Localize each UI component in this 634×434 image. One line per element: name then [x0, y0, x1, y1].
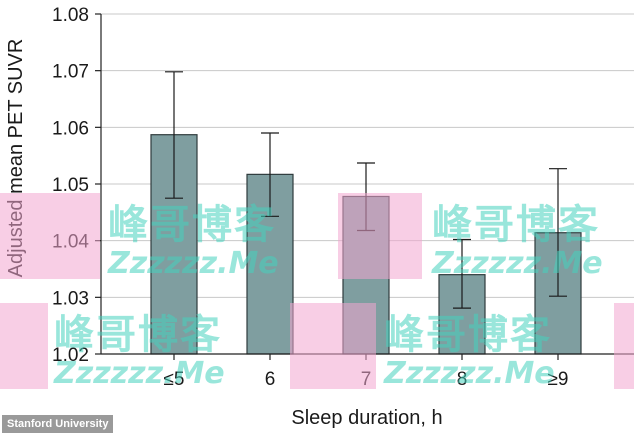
y-tick-label: 1.03 — [52, 288, 89, 309]
y-tick-label: 1.06 — [52, 118, 89, 139]
watermark-text: 峰哥博客 — [108, 202, 276, 248]
y-tick-label: 1.08 — [52, 5, 89, 26]
y-ticks: 1.021.031.041.051.061.071.08 — [52, 5, 101, 366]
y-tick-label: 1.02 — [52, 345, 89, 366]
watermark-pink-block — [338, 193, 422, 279]
x-axis-title: Sleep duration, h — [291, 407, 442, 429]
x-tick-label: 8 — [457, 369, 468, 390]
watermark-text: 峰哥博客 — [384, 312, 552, 358]
watermark-pink-block — [0, 193, 100, 279]
watermark-text: Zzzzzz.Me — [108, 246, 279, 281]
watermark-text: Zzzzzz.Me — [54, 356, 225, 391]
error-bars — [165, 71, 567, 309]
x-tick-label: ≤5 — [164, 369, 185, 390]
watermark-text: Zzzzzz.Me — [384, 356, 555, 391]
watermark-pink-block — [614, 303, 634, 389]
x-tick-label: 6 — [265, 369, 276, 390]
y-tick-label: 1.07 — [52, 62, 89, 83]
watermark-pink-block — [0, 303, 48, 389]
x-tick-label: ≥9 — [548, 369, 569, 390]
watermark-text: 峰哥博客 — [432, 202, 600, 248]
watermark-text: 峰哥博客 — [54, 312, 222, 358]
image-credit: Stanford University — [2, 415, 114, 433]
watermark-pink-block — [290, 303, 376, 389]
y-tick-label: 1.05 — [52, 175, 89, 196]
watermark-text: Zzzzzz.Me — [432, 246, 603, 281]
